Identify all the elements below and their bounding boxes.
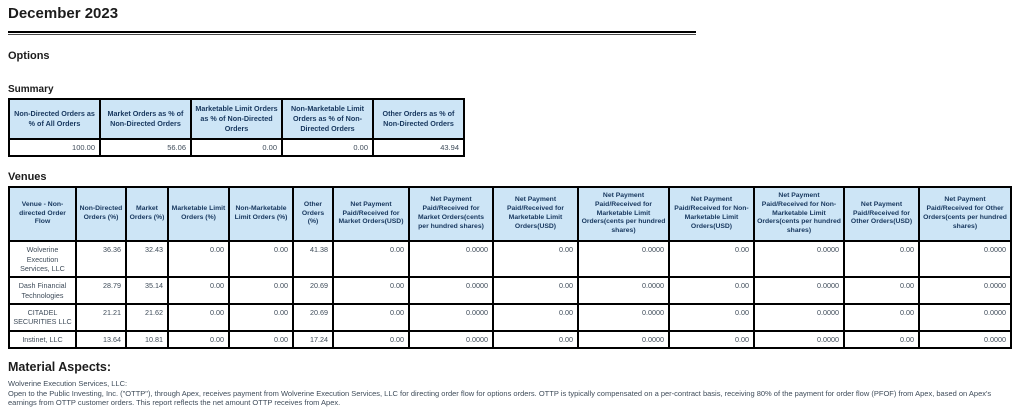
summary-heading: Summary	[8, 84, 54, 95]
venues-heading: Venues	[8, 171, 47, 183]
venue-value-cell: 0.00	[668, 329, 755, 350]
venue-value-cell: 0.00	[332, 276, 410, 305]
venue-value-cell: 0.00	[668, 302, 755, 332]
venues-header-cell: Net Payment Paid/Received for Market Ord…	[408, 185, 494, 243]
venue-value-cell: 0.00	[492, 302, 579, 332]
venues-header-cell: Marketable Limit Orders (%)	[167, 185, 230, 243]
venues-header-cell: Net Payment Paid/Received for Other Orde…	[843, 185, 920, 243]
material-aspects-paragraph: Open to the Public Investing, Inc. ("OTT…	[8, 388, 992, 408]
summary-value-cell: 100.00	[8, 138, 101, 157]
summary-data-row: 100.00 56.06 0.00 0.00 43.94	[8, 138, 465, 157]
venues-header-cell: Venue - Non-directed Order Flow	[8, 185, 77, 243]
venue-value-cell: 0.0000	[408, 276, 494, 305]
venue-value-cell: 0.00	[492, 276, 579, 305]
venue-value-cell: 0.00	[228, 329, 294, 350]
venue-value-cell: 21.62	[125, 302, 169, 332]
venue-value-cell: 0.0000	[753, 276, 845, 305]
venues-header-cell: Net Payment Paid/Received for Market Ord…	[332, 185, 410, 243]
venue-value-cell: 0.00	[843, 276, 920, 305]
venues-row: Wolverine Execution Services, LLC 36.36 …	[8, 240, 1012, 279]
venue-value-cell: 0.00	[668, 276, 755, 305]
venue-value-cell: 0.0000	[577, 329, 670, 350]
venue-value-cell: 0.00	[228, 276, 294, 305]
venue-value-cell: 20.69	[292, 302, 334, 332]
summary-value-cell: 56.06	[99, 138, 192, 157]
venues-header-cell: Net Payment Paid/Received for Non-Market…	[753, 185, 845, 243]
venues-header-row: Venue - Non-directed Order Flow Non-Dire…	[8, 185, 1012, 243]
venue-value-cell: 0.00	[843, 240, 920, 279]
venues-header-cell: Net Payment Paid/Received for Marketable…	[492, 185, 579, 243]
venue-value-cell: 13.64	[75, 329, 127, 350]
venue-value-cell: 32.43	[125, 240, 169, 279]
summary-value-cell: 0.00	[281, 138, 374, 157]
summary-header-cell: Non-Marketable Limit Orders as % of Non-…	[281, 98, 374, 140]
venue-value-cell: 0.0000	[408, 240, 494, 279]
venue-value-cell: 20.69	[292, 276, 334, 305]
venues-row: CITADEL SECURITIES LLC 21.21 21.62 0.00 …	[8, 302, 1012, 332]
material-aspects-venue-line: Wolverine Execution Services, LLC:	[8, 379, 128, 389]
venue-name-cell: Wolverine Execution Services, LLC	[8, 240, 77, 279]
venue-value-cell: 17.24	[292, 329, 334, 350]
summary-value-cell: 0.00	[190, 138, 283, 157]
summary-table: Non-Directed Orders as % of All Orders M…	[8, 98, 465, 157]
venues-row: Instinet, LLC 13.64 10.81 0.00 0.00 17.2…	[8, 329, 1012, 350]
venue-value-cell: 0.0000	[918, 240, 1012, 279]
venue-value-cell: 0.00	[228, 302, 294, 332]
venue-name-cell: Instinet, LLC	[8, 329, 77, 350]
summary-header-cell: Market Orders as % of Non-Directed Order…	[99, 98, 192, 140]
venue-value-cell: 0.00	[492, 240, 579, 279]
venues-header-cell: Net Payment Paid/Received for Marketable…	[577, 185, 670, 243]
venue-value-cell: 0.00	[167, 329, 230, 350]
venue-value-cell: 0.0000	[918, 329, 1012, 350]
summary-header-row: Non-Directed Orders as % of All Orders M…	[8, 98, 465, 140]
venue-value-cell: 0.00	[332, 302, 410, 332]
summary-value-cell: 43.94	[372, 138, 465, 157]
venue-value-cell: 41.38	[292, 240, 334, 279]
venue-value-cell: 0.0000	[753, 302, 845, 332]
venue-value-cell: 0.00	[843, 302, 920, 332]
venue-name-cell: Dash Financial Technologies	[8, 276, 77, 305]
venue-value-cell: 0.00	[228, 240, 294, 279]
venues-header-cell: Non-Directed Orders (%)	[75, 185, 127, 243]
venue-name-cell: CITADEL SECURITIES LLC	[8, 302, 77, 332]
venue-value-cell: 28.79	[75, 276, 127, 305]
venues-row: Dash Financial Technologies 28.79 35.14 …	[8, 276, 1012, 305]
venue-value-cell: 21.21	[75, 302, 127, 332]
title-rule	[8, 31, 696, 35]
venue-value-cell: 0.00	[167, 240, 230, 279]
venue-value-cell: 0.00	[843, 329, 920, 350]
venue-value-cell: 0.00	[668, 240, 755, 279]
material-aspects-heading: Material Aspects:	[8, 360, 112, 375]
summary-header-cell: Non-Directed Orders as % of All Orders	[8, 98, 101, 140]
venue-value-cell: 0.00	[332, 240, 410, 279]
venue-value-cell: 0.0000	[918, 276, 1012, 305]
venue-value-cell: 0.0000	[753, 240, 845, 279]
venue-value-cell: 0.00	[167, 276, 230, 305]
venue-value-cell: 0.0000	[753, 329, 845, 350]
venue-value-cell: 35.14	[125, 276, 169, 305]
summary-header-cell: Marketable Limit Orders as % of Non-Dire…	[190, 98, 283, 140]
venue-value-cell: 36.36	[75, 240, 127, 279]
options-section-heading: Options	[8, 50, 50, 62]
venue-value-cell: 0.00	[492, 329, 579, 350]
venue-value-cell: 0.0000	[408, 302, 494, 332]
venue-value-cell: 0.0000	[577, 240, 670, 279]
venue-value-cell: 0.00	[167, 302, 230, 332]
venue-value-cell: 0.00	[332, 329, 410, 350]
venues-header-cell: Other Orders (%)	[292, 185, 334, 243]
material-aspects-section: Material Aspects: Wolverine Execution Se…	[8, 360, 1024, 408]
venue-value-cell: 0.0000	[408, 329, 494, 350]
venues-header-cell: Net Payment Paid/Received for Non-Market…	[668, 185, 755, 243]
venues-header-cell: Non-Marketable Limit Orders (%)	[228, 185, 294, 243]
venue-value-cell: 0.0000	[918, 302, 1012, 332]
venues-header-cell: Market Orders (%)	[125, 185, 169, 243]
summary-header-cell: Other Orders as % of Non-Directed Orders	[372, 98, 465, 140]
venues-table: Venue - Non-directed Order Flow Non-Dire…	[8, 185, 1012, 350]
venue-value-cell: 0.0000	[577, 302, 670, 332]
venue-value-cell: 10.81	[125, 329, 169, 350]
venues-header-cell: Net Payment Paid/Received for Other Orde…	[918, 185, 1012, 243]
page-title: December 2023	[8, 5, 119, 22]
venue-value-cell: 0.0000	[577, 276, 670, 305]
